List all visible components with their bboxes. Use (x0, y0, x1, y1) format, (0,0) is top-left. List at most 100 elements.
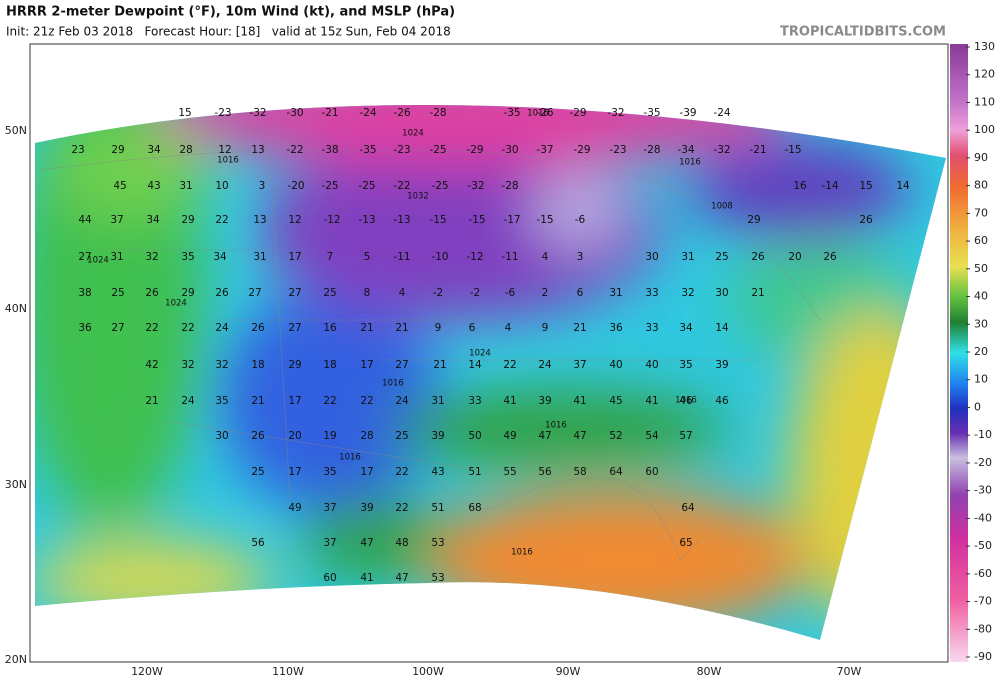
lat-label: 40N (5, 302, 27, 315)
dewpoint-label: 54 (645, 430, 659, 442)
dewpoint-label: -2 (470, 287, 480, 299)
colorbar-label: 130 (974, 40, 995, 53)
dewpoint-label: -24 (359, 107, 376, 119)
dewpoint-label: 22 (395, 502, 408, 514)
dewpoint-label: 43 (431, 466, 444, 478)
dewpoint-label: 22 (395, 466, 408, 478)
dewpoint-label: -11 (393, 251, 410, 263)
colorbar-label: 30 (974, 317, 988, 330)
colorbar-label: -20 (974, 456, 992, 469)
dewpoint-label: 17 (360, 359, 373, 371)
dewpoint-label: 23 (71, 144, 84, 156)
dewpoint-label: 21 (360, 322, 373, 334)
dewpoint-label: -10 (431, 251, 448, 263)
dewpoint-label: 2 (542, 287, 549, 299)
dewpoint-label: -21 (321, 107, 338, 119)
dewpoint-label: 3 (259, 180, 266, 192)
dewpoint-label: 26 (751, 251, 765, 263)
map-lines (39, 149, 821, 561)
dewpoint-label: -15 (468, 214, 485, 226)
dewpoint-label: -30 (501, 144, 518, 156)
isobar-label: 1032 (407, 192, 429, 202)
dewpoint-label: 41 (360, 572, 373, 584)
isobar-label: 1016 (382, 379, 404, 389)
isobar-label: 1016 (675, 396, 697, 406)
isobar-label: 1016 (527, 109, 549, 119)
colorbar-label: 40 (974, 290, 988, 303)
dewpoint-label: 49 (288, 502, 301, 514)
dewpoint-label: 31 (681, 251, 694, 263)
dewpoint-label: -29 (569, 107, 586, 119)
colorbar-label: -80 (974, 622, 992, 635)
title: HRRR 2-meter Dewpoint (°F), 10m Wind (kt… (6, 5, 455, 20)
dewpoint-label: 5 (364, 251, 371, 263)
dewpoint-label: -29 (466, 144, 483, 156)
dewpoint-label: 12 (288, 214, 301, 226)
dewpoint-label: 58 (573, 466, 586, 478)
dewpoint-label: 26 (251, 322, 265, 334)
isobar-label: 1024 (87, 256, 109, 266)
colorbar-label: 50 (974, 262, 988, 275)
dewpoint-label: -25 (321, 180, 338, 192)
dewpoint-label: 47 (538, 430, 551, 442)
dewpoint-label: 28 (179, 144, 192, 156)
dewpoint-label: 22 (360, 395, 373, 407)
dewpoint-label: -15 (429, 214, 446, 226)
dewpoint-label: 44 (78, 214, 92, 226)
dewpoint-label: 39 (360, 502, 373, 514)
dewpoint-label: -28 (501, 180, 518, 192)
dewpoint-label: -15 (536, 214, 553, 226)
colorbar (950, 44, 968, 662)
isobar-label: 1016 (679, 158, 701, 168)
lon-label: 90W (556, 665, 581, 678)
colorbar-label: 120 (974, 68, 995, 81)
dewpoint-label: 60 (645, 466, 658, 478)
dewpoint-label: 30 (715, 287, 728, 299)
colorbar-label: -90 (974, 650, 992, 663)
isobar-label: 1016 (217, 156, 239, 166)
dewpoint-label: 56 (251, 537, 265, 549)
dewpoint-label: -32 (713, 144, 730, 156)
colorbar-label: -10 (974, 428, 992, 441)
dewpoint-label: 22 (145, 322, 158, 334)
dewpoint-label: -35 (503, 107, 520, 119)
lat-label: 30N (5, 478, 27, 491)
dewpoint-label: 55 (503, 466, 516, 478)
dewpoint-label: -25 (429, 144, 446, 156)
lon-label: 110W (272, 665, 304, 678)
dewpoint-label: 31 (431, 395, 444, 407)
colorbar-label: 110 (974, 95, 995, 108)
dewpoint-label: 36 (609, 322, 623, 334)
lat-label: 50N (5, 124, 27, 137)
dewpoint-label: 25 (251, 466, 264, 478)
dewpoint-label: 32 (215, 359, 228, 371)
colorbar-label: -60 (974, 567, 992, 580)
dewpoint-label: 22 (503, 359, 516, 371)
dewpoint-label: -39 (679, 107, 696, 119)
dewpoint-label: 56 (538, 466, 552, 478)
dewpoint-label: 22 (215, 214, 228, 226)
dewpoint-label: -30 (286, 107, 303, 119)
dewpoint-label: 40 (645, 359, 658, 371)
colorbar-label: 70 (974, 206, 988, 219)
dewpoint-label: 25 (715, 251, 728, 263)
dewpoint-label: 17 (360, 466, 373, 478)
dewpoint-label: 33 (645, 287, 658, 299)
dewpoint-label: -15 (784, 144, 801, 156)
dewpoint-label: 30 (215, 430, 228, 442)
lon-label: 70W (837, 665, 862, 678)
dewpoint-label: -26 (393, 107, 410, 119)
dewpoint-label: 35 (323, 466, 336, 478)
dewpoint-label: 28 (360, 430, 373, 442)
dewpoint-label: -26 (536, 107, 553, 119)
isobar-label: 1016 (511, 548, 533, 558)
dewpoint-label: 26 (251, 430, 265, 442)
dewpoint-label: 46 (679, 395, 693, 407)
dewpoint-label: -23 (214, 107, 231, 119)
dewpoint-label: 17 (288, 251, 301, 263)
dewpoint-label: -24 (713, 107, 730, 119)
dewpoint-label: 39 (431, 430, 444, 442)
dewpoint-label: 29 (288, 359, 301, 371)
isobar-label: 1024 (165, 299, 187, 309)
dewpoint-label: 31 (253, 251, 266, 263)
